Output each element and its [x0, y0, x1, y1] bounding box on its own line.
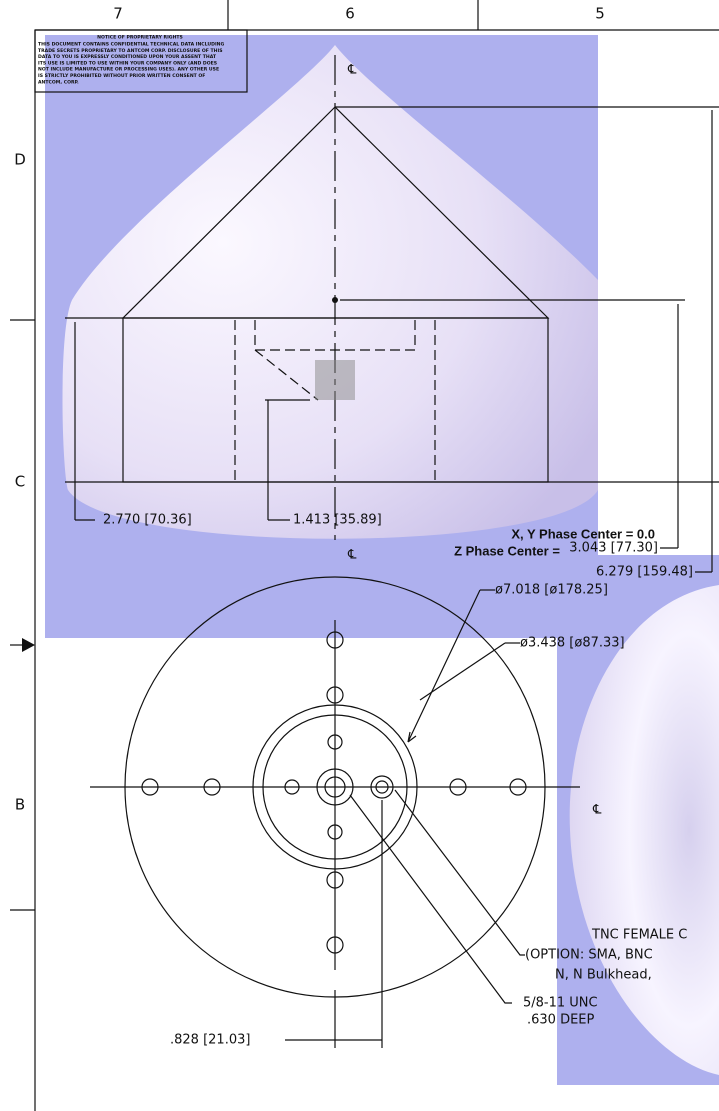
frame	[10, 0, 719, 1111]
bottom-view	[90, 576, 580, 1048]
dimension: 3.043 [77.30]	[569, 541, 658, 556]
notice-line: NOT INCLUDE MANUFACTURE OR PROCESSING US…	[38, 67, 219, 73]
notice-body: THIS DOCUMENT CONTAINS CONFIDENTIAL TECH…	[38, 42, 225, 86]
dimension: .828 [21.03]	[170, 1033, 250, 1048]
dimension: ø7.018 [ø178.25]	[495, 583, 608, 598]
centerline-symbol: ℄	[592, 803, 602, 818]
notice-line: THIS DOCUMENT CONTAINS CONFIDENTIAL TECH…	[38, 42, 225, 48]
notice-line: ANTCOM, CORP.	[38, 79, 79, 85]
callout: .630 DEEP	[527, 1013, 595, 1028]
callout: 5/8-11 UNC	[523, 996, 598, 1011]
zone-label: B	[15, 796, 25, 814]
callout: TNC FEMALE C	[591, 928, 687, 943]
notice-line: DATA TO YOU IS EXPRESSLY CONDITIONED UPO…	[38, 54, 217, 60]
notice-line: ITS USE IS LIMITED TO USE WITHIN YOUR CO…	[38, 60, 217, 66]
callout: (OPTION: SMA, BNC	[525, 948, 653, 963]
zone-label: 7	[113, 5, 123, 23]
callout: N, N Bulkhead,	[555, 968, 652, 983]
dimension: 2.770 [70.36]	[103, 513, 192, 528]
side-view	[65, 55, 719, 573]
dimension: 6.279 [159.48]	[596, 565, 693, 580]
notice-line: TRADE SECRETS PROPRIETARY TO ANTCOM CORP…	[38, 48, 223, 54]
phase-note: Z Phase Center =	[454, 543, 560, 558]
dimension: 1.413 [35.89]	[293, 513, 382, 528]
notice-title: NOTICE OF PROPRIETARY RIGHTS	[97, 35, 183, 41]
phase-note: X, Y Phase Center = 0.0	[511, 526, 655, 541]
photo-cone	[62, 45, 598, 539]
dimension: ø3.438 [ø87.33]	[520, 636, 625, 651]
zone-label: C	[15, 473, 25, 491]
zone-label: 5	[595, 5, 605, 23]
zone-label: D	[14, 151, 26, 169]
notice-line: IS STRICTLY PROHIBITED WITHOUT PRIOR WRI…	[38, 73, 205, 79]
centerline-symbol: ℄	[347, 63, 357, 78]
centerline-symbol: ℄	[347, 548, 357, 563]
photo2-dish	[569, 585, 719, 1075]
zone-label: 6	[345, 5, 355, 23]
